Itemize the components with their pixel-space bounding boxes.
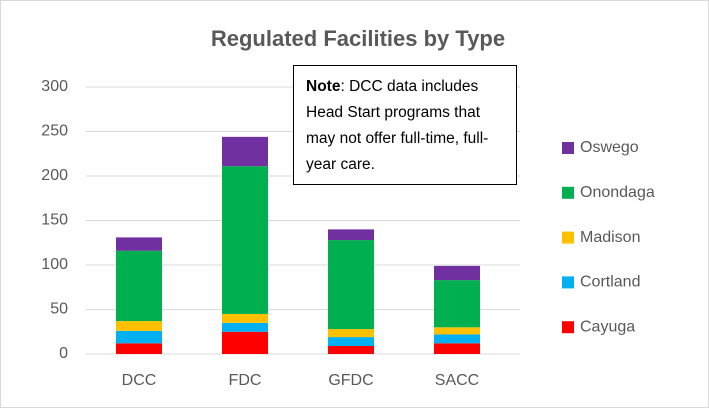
bar-segment	[116, 237, 162, 251]
legend-label: Cortland	[580, 274, 640, 291]
bar-segment	[222, 313, 268, 323]
bar-segment	[222, 331, 268, 354]
y-tick-label: 300	[41, 78, 68, 95]
chart-title: Regulated Facilities by Type	[211, 26, 505, 51]
bar-segment	[222, 136, 268, 167]
bar-segment	[222, 322, 268, 332]
legend-swatch	[562, 276, 574, 289]
bar-segment	[116, 250, 162, 322]
bar-segment	[328, 337, 374, 346]
note-box: Note: DCC data includes Head Start progr…	[293, 65, 517, 185]
legend-swatch	[562, 142, 574, 154]
y-tick-label: 100	[41, 256, 68, 273]
y-tick-label: 50	[50, 301, 68, 318]
bar-segment	[328, 329, 374, 338]
bar-segment	[434, 265, 480, 281]
bar-segment	[328, 240, 374, 330]
legend-label: Cayuga	[580, 318, 635, 335]
x-tick-label: DCC	[122, 372, 157, 389]
legend-swatch	[562, 231, 574, 244]
bar-segment	[328, 345, 374, 354]
bar-segment	[116, 343, 162, 354]
bar-segment	[222, 166, 268, 314]
legend-label: Oswego	[580, 139, 639, 156]
x-tick-label: FDC	[229, 372, 262, 389]
y-tick-label: 150	[41, 212, 68, 229]
x-tick-label: GFDC	[328, 372, 373, 389]
bar-segment	[116, 321, 162, 331]
x-tick-label: SACC	[435, 372, 479, 389]
y-tick-label: 0	[59, 345, 68, 362]
y-tick-label: 200	[41, 167, 68, 184]
bar-segment	[434, 280, 480, 328]
bar-segment	[434, 327, 480, 335]
bar-segment	[116, 330, 162, 344]
bar-segment	[434, 334, 480, 344]
note-bold: Note	[306, 78, 341, 95]
bar-segment	[434, 343, 480, 354]
legend-label: Madison	[580, 229, 640, 246]
legend-swatch	[562, 186, 574, 199]
note-text: : DCC data includes Head Start programs …	[306, 78, 489, 173]
legend-swatch	[562, 321, 574, 334]
legend-label: Onondaga	[580, 184, 655, 201]
y-tick-label: 250	[41, 123, 68, 140]
bar-segment	[328, 229, 374, 241]
